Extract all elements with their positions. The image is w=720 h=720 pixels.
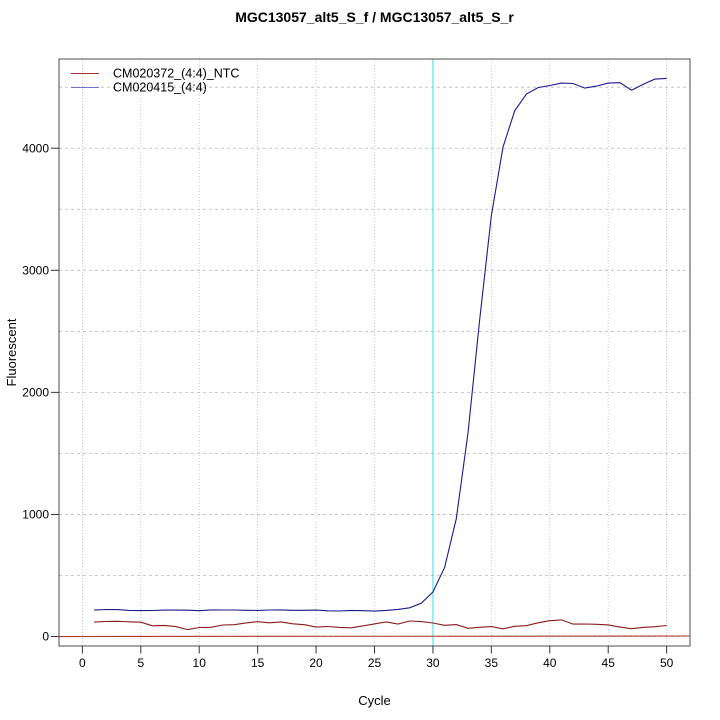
svg-text:15: 15 (251, 656, 265, 670)
svg-text:50: 50 (660, 656, 674, 670)
svg-text:0: 0 (79, 656, 86, 670)
svg-text:CM020415_(4:4): CM020415_(4:4) (113, 81, 207, 95)
svg-text:5: 5 (137, 656, 144, 670)
svg-text:3000: 3000 (22, 264, 49, 278)
svg-text:4000: 4000 (22, 142, 49, 156)
svg-text:40: 40 (543, 656, 557, 670)
svg-text:45: 45 (602, 656, 616, 670)
svg-text:2000: 2000 (22, 386, 49, 400)
svg-text:MGC13057_alt5_S_f / MGC13057_a: MGC13057_alt5_S_f / MGC13057_alt5_S_r (235, 9, 514, 25)
svg-text:1000: 1000 (22, 508, 49, 522)
svg-text:35: 35 (485, 656, 499, 670)
svg-text:10: 10 (193, 656, 207, 670)
svg-text:30: 30 (426, 656, 440, 670)
svg-text:0: 0 (42, 630, 49, 644)
svg-text:CM020372_(4:4)_NTC: CM020372_(4:4)_NTC (113, 67, 239, 81)
svg-text:20: 20 (309, 656, 323, 670)
svg-text:Fluorescent: Fluorescent (4, 318, 19, 386)
svg-text:25: 25 (368, 656, 382, 670)
svg-text:Cycle: Cycle (358, 693, 391, 708)
